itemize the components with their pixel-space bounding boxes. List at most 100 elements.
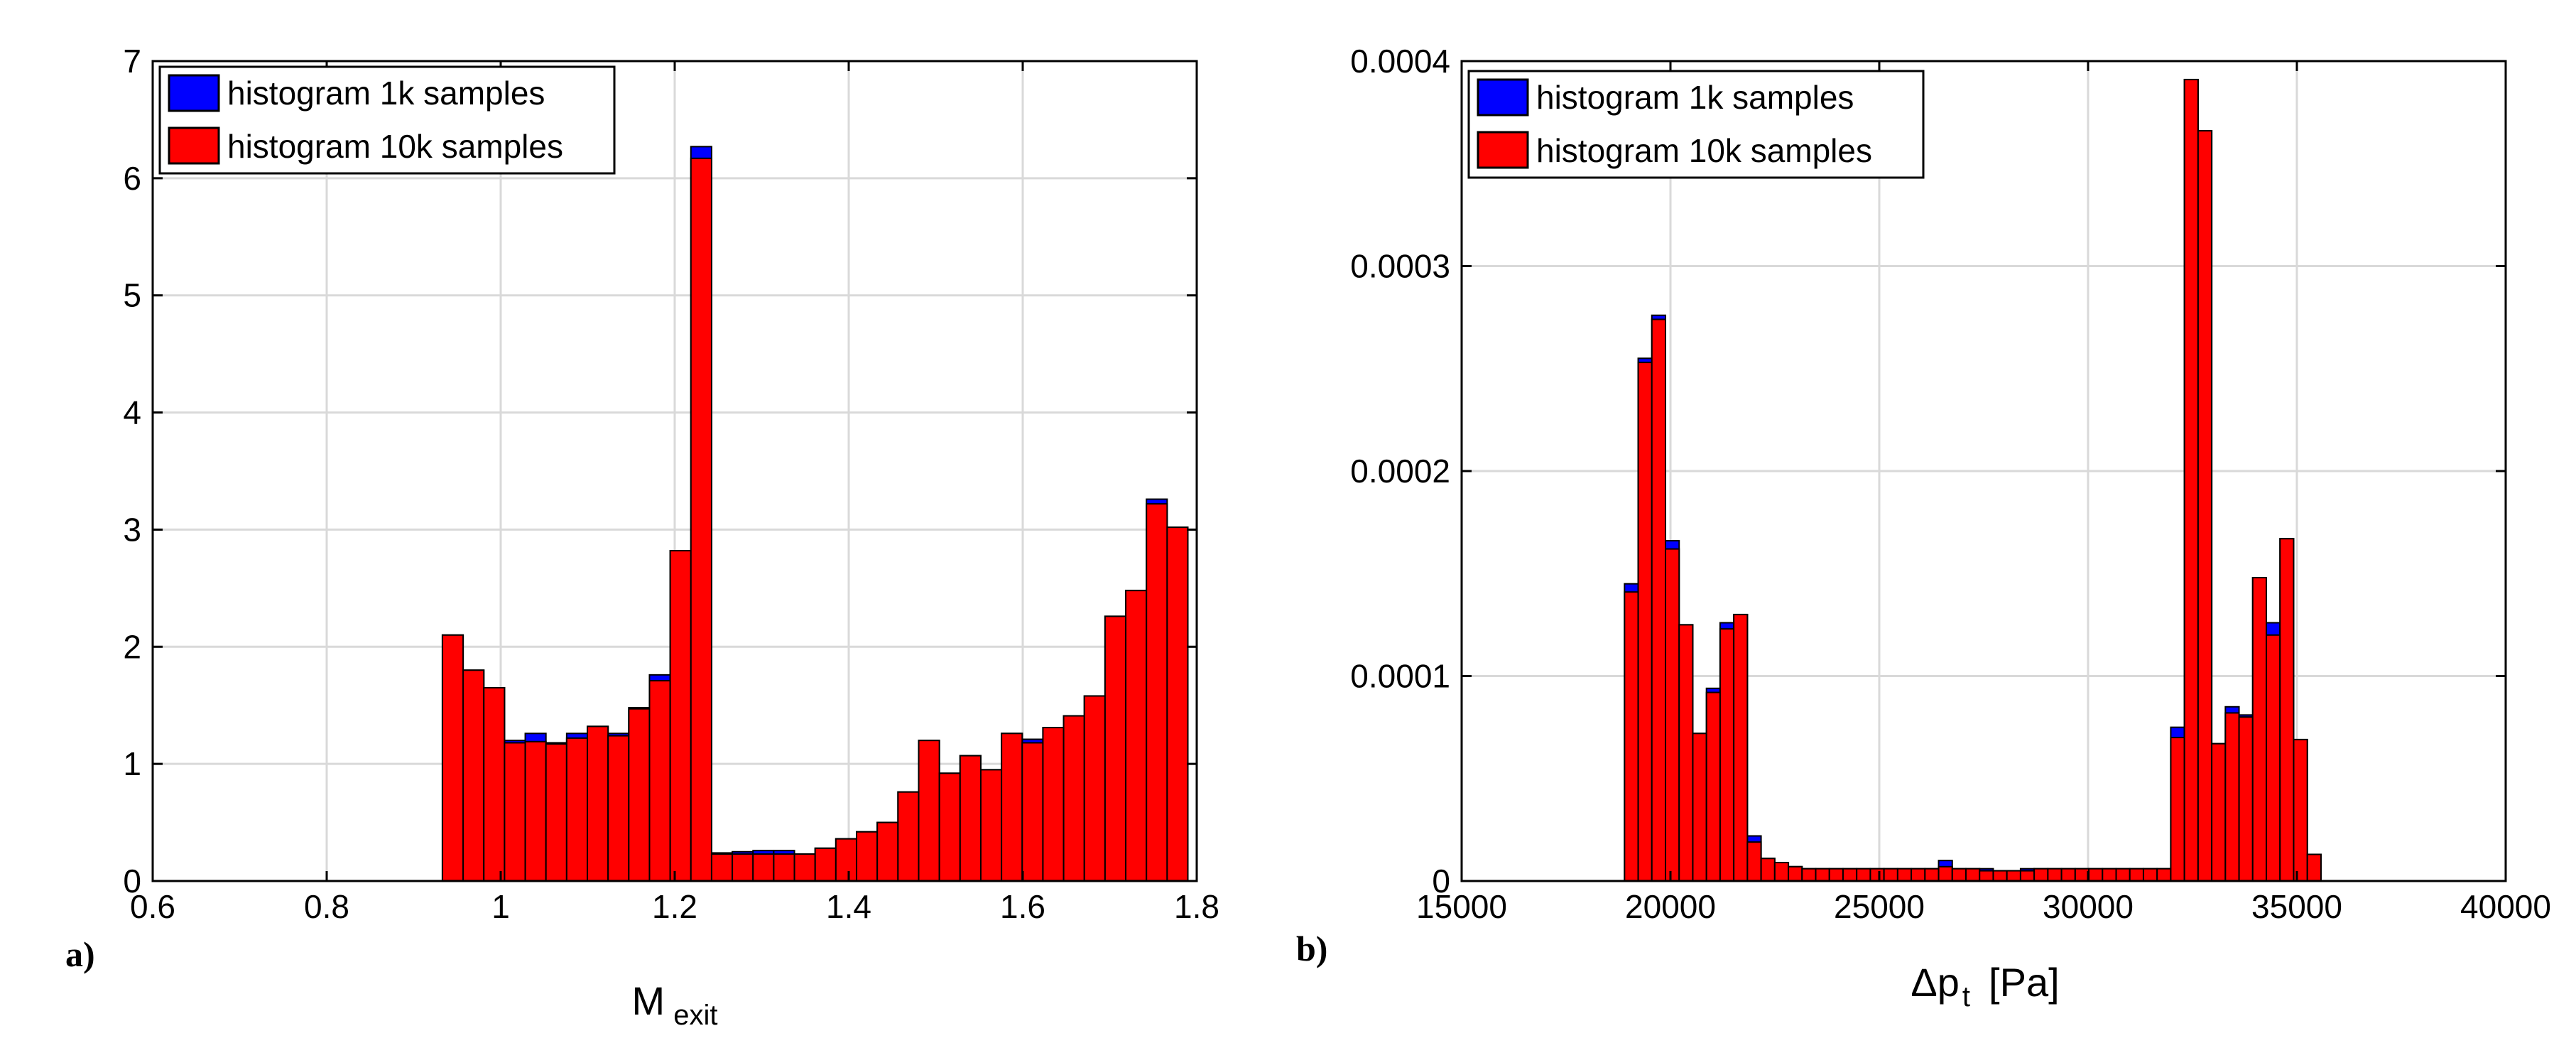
chart-a-bar-10k <box>648 680 671 882</box>
chart-a-x-tick-label: 1.4 <box>826 888 871 925</box>
chart-a-bar-10k <box>1125 590 1148 882</box>
chart-b-bar-10k <box>1911 868 1926 882</box>
chart-b-legend-label-1k: histogram 1k samples <box>1536 79 1854 116</box>
chart-b-bar-10k <box>1883 868 1898 882</box>
chart-a-x-tick-label: 0.8 <box>304 888 349 925</box>
chart-a-bar-10k <box>814 847 837 882</box>
chart-a-x-tick-label: 1.6 <box>1000 888 1045 925</box>
chart-a-bar-10k <box>1042 727 1065 882</box>
chart-a-y-tick-label: 2 <box>123 628 141 665</box>
chart-b-bar-10k <box>1938 865 1953 882</box>
chart-a-bar-10k <box>504 742 526 882</box>
chart-b-bar-10k <box>1746 841 1762 882</box>
chart-b-x-tick-label: 15000 <box>1416 888 1507 925</box>
chart-b-bar-10k <box>1719 628 1735 882</box>
chart-b-bar-10k <box>2238 716 2254 882</box>
chart-a: 0.6 0.8 1 1.2 1.4 1.6 1.8 0 1 2 3 4 5 6 7 histogram 1k… <box>65 43 1219 1031</box>
chart-a-panel-label: a) <box>65 934 95 974</box>
chart-b-bar-10k <box>1801 868 1817 882</box>
chart-a-x-tick-label: 1 <box>491 888 510 925</box>
chart-a-bar-10k <box>979 769 1003 882</box>
chart-b-bar-10k <box>2142 868 2158 882</box>
chart-b-bar-10k <box>2019 870 2036 882</box>
chart-a-y-tick-label: 6 <box>123 160 141 197</box>
chart-a-y-tick-label: 0 <box>123 863 141 899</box>
chart-b-bar-10k <box>1760 858 1776 882</box>
chart-b-bar-10k <box>2293 738 2308 882</box>
chart-a-x-tick-label: 1.8 <box>1174 888 1219 925</box>
chart-a-bar-10k <box>732 853 754 882</box>
chart-b-legend-swatch-10k <box>1477 131 1529 169</box>
chart-b-y-tick-label: 0.0002 <box>1350 453 1450 490</box>
chart-a-bar-10k <box>462 669 485 882</box>
chart-a-legend-swatch-1k <box>168 74 220 112</box>
chart-b-x-axis-label: Δp t [Pa] <box>1911 960 2059 1012</box>
chart-a-legend-swatch-10k <box>168 126 220 165</box>
chart-b-bar-10k <box>2129 868 2144 882</box>
chart-b-bar-10k <box>2102 868 2117 882</box>
chart-a-bar-10k <box>1021 742 1044 882</box>
chart-a-bar-10k <box>607 735 630 882</box>
chart-a-x-tick-label: 1.2 <box>652 888 697 925</box>
chart-a-bar-10k <box>565 737 589 882</box>
chart-a-bar-10k <box>441 634 464 882</box>
chart-a-bar-10k <box>959 755 982 882</box>
chart-b-bar-10k <box>2074 868 2090 882</box>
chart-b-bar-10k <box>2197 130 2213 882</box>
chart-a-bar-10k <box>1001 733 1023 882</box>
chart-b-bar-10k <box>2115 868 2131 882</box>
chart-b-x-axis-label-main: Δp <box>1911 960 1960 1005</box>
chart-b-legend-label-10k: histogram 10k samples <box>1536 132 1872 169</box>
chart-a-bar-10k <box>483 686 506 882</box>
chart-b-bar-10k <box>1979 870 1994 882</box>
chart-b-legend-swatch-1k <box>1477 78 1529 117</box>
chart-b-bar-10k <box>1815 868 1830 882</box>
chart-a-bar-10k <box>587 725 609 882</box>
chart-b-bar-10k <box>1705 691 1721 882</box>
chart-a-y-tick-label: 4 <box>123 394 141 431</box>
chart-a-y-tick-label: 3 <box>123 511 141 548</box>
chart-a-legend-label-10k: histogram 10k samples <box>227 128 563 165</box>
chart-b-bar-10k <box>1665 548 1680 882</box>
chart-a-bar-10k <box>690 157 712 882</box>
chart-b-x-tick-label: 20000 <box>1625 888 1716 925</box>
chart-a-legend-label-1k: histogram 1k samples <box>227 75 545 112</box>
chart-a-bar-10k <box>856 831 879 882</box>
chart-b-bar-10k <box>2224 712 2240 882</box>
chart-a-bar-10k <box>752 853 775 882</box>
chart-a-bar-10k <box>876 821 899 882</box>
chart-a-x-axis-label-sub: exit <box>673 1000 717 1031</box>
chart-b-bar-10k <box>2266 634 2281 882</box>
chart-a-bar-10k <box>793 853 816 882</box>
chart-a-y-tick-label: 7 <box>123 43 141 80</box>
chart-b: 15000 20000 25000 30000 35000 40000 0 0.0001 0.0… <box>1296 43 2551 1012</box>
chart-b-x-axis-label-unit: [Pa] <box>1989 960 2060 1005</box>
chart-a-bar-10k <box>1104 615 1127 882</box>
chart-b-bar-10k <box>1869 868 1885 882</box>
chart-a-bar-10k <box>938 772 961 882</box>
chart-a-x-tick-label: 0.6 <box>130 888 175 925</box>
chart-b-bar-10k <box>1637 362 1653 882</box>
chart-b-bar-10k <box>2170 737 2185 882</box>
chart-b-bar-10k <box>1896 868 1913 882</box>
chart-b-x-axis-label-sub: t <box>1962 981 1970 1012</box>
chart-a-bar-10k <box>918 740 940 882</box>
chart-b-bar-10k <box>2279 538 2295 882</box>
chart-b-bar-10k <box>2088 868 2104 882</box>
chart-b-bar-10k <box>1842 868 1858 882</box>
chart-b-bar-10k <box>1692 733 1707 882</box>
chart-b-bar-10k <box>1733 613 1749 882</box>
chart-a-bar-10k <box>669 550 692 882</box>
chart-b-bar-10k <box>2006 870 2021 882</box>
chart-a-bar-10k <box>773 853 795 882</box>
chart-b-y-tick-label: 0.0004 <box>1350 43 1450 80</box>
chart-a-bar-10k <box>1166 526 1189 882</box>
chart-b-bar-10k <box>1773 862 1790 882</box>
chart-b-bar-10k <box>2306 853 2322 882</box>
chart-b-bar-10k <box>2033 868 2049 882</box>
chart-a-bar-10k <box>628 708 651 882</box>
chart-a-legend-box <box>158 65 616 175</box>
chart-a-bar-10k <box>545 743 567 882</box>
